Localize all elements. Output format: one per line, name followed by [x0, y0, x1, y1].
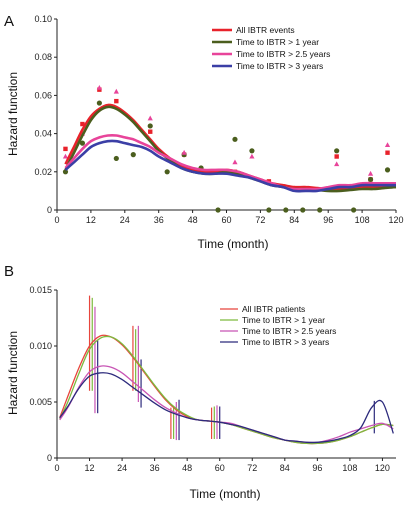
chart-0-point: [113, 88, 119, 94]
chart-0-point: [114, 98, 119, 104]
chart-0-point: [384, 142, 391, 148]
chart-0-legend-label: All IBTR events: [236, 25, 295, 35]
chart-0-point: [249, 153, 255, 159]
chart-a: 0 12 24 36 48 60 72 84 96 108 120 0 0.02 0.04 0.06 0.08…: [34, 14, 403, 225]
chart-1-legend-label: Time to IBTR > 2.5 years: [242, 326, 336, 336]
chart-0-point: [181, 149, 187, 155]
chart-0-y-tick-label: 0: [47, 205, 52, 215]
chart-1-x-tick-label: 36: [150, 463, 160, 473]
chart-0-legend-label: Time to IBTR > 2.5 years: [236, 49, 330, 59]
chart-0-point: [130, 152, 136, 158]
chart-0-point: [384, 167, 391, 173]
chart-1-x-tick-label: 120: [375, 463, 390, 473]
chart-0-y-tick-label: 0.02: [34, 167, 52, 177]
chart-1-x-tick-label: 84: [280, 463, 290, 473]
chart-0-series-line: [64, 103, 396, 191]
chart-0-point: [80, 121, 85, 127]
chart-0-x-tick-label: 84: [289, 215, 299, 225]
chart-0-x-tick-label: 108: [355, 215, 370, 225]
chart-0-y-tick-label: 0.06: [34, 90, 52, 100]
chart-1-x-tick-label: 108: [342, 463, 357, 473]
chart-0-point: [215, 207, 221, 213]
chart-0-point: [96, 84, 102, 90]
chart-0-x-tick-label: 12: [86, 215, 96, 225]
chart-0-point: [113, 155, 119, 162]
chart-0-point: [164, 169, 170, 175]
chart-0-x-tick-label: 120: [388, 215, 403, 225]
chart-0-point: [300, 207, 306, 213]
chart-0-series-line: [64, 133, 396, 191]
chart-1-legend-label: All IBTR patients: [242, 304, 305, 314]
chart-0-point: [232, 159, 238, 165]
chart-0-series-line: [64, 105, 397, 193]
chart-0-x-tick-label: 24: [120, 215, 130, 225]
chart-1-x-tick-label: 24: [117, 463, 127, 473]
chart-0-point: [147, 115, 153, 121]
chart-1-x-tick-label: 96: [312, 463, 322, 473]
chart-0-point: [63, 146, 68, 152]
chart-a-y-axis-label: Hazard function: [6, 72, 20, 156]
chart-1-x-tick-label: 60: [215, 463, 225, 473]
chart-b: 0 12 24 36 48 60 72 84 96 108 120 0 0.005 0.010 0.015 A…: [29, 285, 396, 473]
chart-b-y-axis-label: Hazard function: [6, 331, 20, 415]
chart-0-x-tick-label: 48: [188, 215, 198, 225]
chart-1-series-line: [59, 334, 394, 445]
chart-1-x-tick-label: 48: [182, 463, 192, 473]
chart-0-point: [317, 207, 323, 213]
chart-0-legend-label: Time to IBTR > 1 year: [236, 37, 319, 47]
chart-0-point: [62, 153, 69, 159]
chart-1-y-tick-label: 0.005: [29, 397, 52, 407]
chart-0-point: [79, 140, 86, 146]
chart-0-point: [385, 150, 390, 155]
chart-0-x-tick-label: 0: [54, 215, 59, 225]
chart-0-x-tick-label: 72: [255, 215, 265, 225]
chart-0-x-tick-label: 60: [221, 215, 231, 225]
chart-0-point: [96, 100, 102, 106]
chart-0-point: [148, 129, 153, 134]
chart-0-point: [334, 154, 339, 159]
chart-1-legend-label: Time to IBTR > 1 year: [242, 315, 325, 325]
chart-0-point: [147, 123, 153, 129]
chart-0-point: [367, 176, 374, 183]
chart-1-legend-label: Time to IBTR > 3 years: [242, 337, 329, 347]
chart-1-series-line: [59, 335, 394, 445]
chart-0-point: [367, 170, 374, 176]
chart-0-point: [266, 207, 272, 213]
chart-0-point: [249, 148, 255, 154]
chart-a-x-axis-label: Time (month): [198, 237, 269, 251]
chart-0-point: [334, 161, 340, 167]
chart-0-x-tick-label: 96: [323, 215, 333, 225]
chart-b-x-axis-label: Time (month): [190, 487, 261, 501]
chart-1-y-tick-label: 0: [47, 453, 52, 463]
chart-0-point: [283, 207, 289, 213]
chart-0-point: [334, 148, 340, 154]
chart-1-x-tick-label: 0: [54, 463, 59, 473]
chart-1-x-tick-label: 72: [247, 463, 257, 473]
chart-0-point: [351, 207, 357, 213]
chart-0-point: [232, 136, 238, 142]
chart-1-y-tick-label: 0.015: [29, 285, 52, 295]
chart-0-y-tick-label: 0.08: [34, 52, 52, 62]
chart-1-series-line: [59, 365, 394, 444]
chart-0-x-tick-label: 36: [154, 215, 164, 225]
chart-0-legend-label: Time to IBTR > 3 years: [236, 61, 323, 71]
panel-a-label: A: [4, 13, 14, 30]
panel-b-label: B: [4, 263, 14, 280]
chart-1-x-tick-label: 12: [85, 463, 95, 473]
chart-0-y-tick-label: 0.10: [34, 14, 52, 24]
chart-1-y-tick-label: 0.010: [29, 341, 52, 351]
chart-0-y-tick-label: 0.04: [34, 129, 52, 139]
chart-0-point: [62, 169, 69, 175]
chart-1-series-line: [59, 372, 394, 444]
chart-0-series-line: [64, 139, 396, 193]
